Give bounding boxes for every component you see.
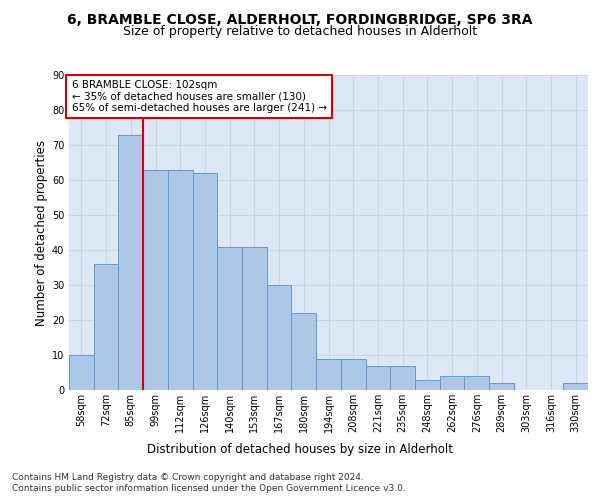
Bar xyxy=(267,285,292,390)
Bar xyxy=(94,264,118,390)
Bar xyxy=(440,376,464,390)
Bar xyxy=(415,380,440,390)
Bar xyxy=(563,383,588,390)
Y-axis label: Number of detached properties: Number of detached properties xyxy=(35,140,47,326)
Bar xyxy=(292,313,316,390)
Text: Contains public sector information licensed under the Open Government Licence v3: Contains public sector information licen… xyxy=(12,484,406,493)
Text: 6 BRAMBLE CLOSE: 102sqm
← 35% of detached houses are smaller (130)
65% of semi-d: 6 BRAMBLE CLOSE: 102sqm ← 35% of detache… xyxy=(71,80,327,113)
Bar xyxy=(489,383,514,390)
Bar xyxy=(168,170,193,390)
Bar xyxy=(464,376,489,390)
Bar xyxy=(217,246,242,390)
Bar xyxy=(365,366,390,390)
Text: Size of property relative to detached houses in Alderholt: Size of property relative to detached ho… xyxy=(123,25,477,38)
Bar xyxy=(390,366,415,390)
Bar xyxy=(341,358,365,390)
Bar xyxy=(143,170,168,390)
Text: Distribution of detached houses by size in Alderholt: Distribution of detached houses by size … xyxy=(147,442,453,456)
Bar xyxy=(316,358,341,390)
Text: Contains HM Land Registry data © Crown copyright and database right 2024.: Contains HM Land Registry data © Crown c… xyxy=(12,472,364,482)
Bar xyxy=(69,355,94,390)
Bar xyxy=(118,134,143,390)
Bar xyxy=(242,246,267,390)
Bar xyxy=(193,173,217,390)
Text: 6, BRAMBLE CLOSE, ALDERHOLT, FORDINGBRIDGE, SP6 3RA: 6, BRAMBLE CLOSE, ALDERHOLT, FORDINGBRID… xyxy=(67,12,533,26)
